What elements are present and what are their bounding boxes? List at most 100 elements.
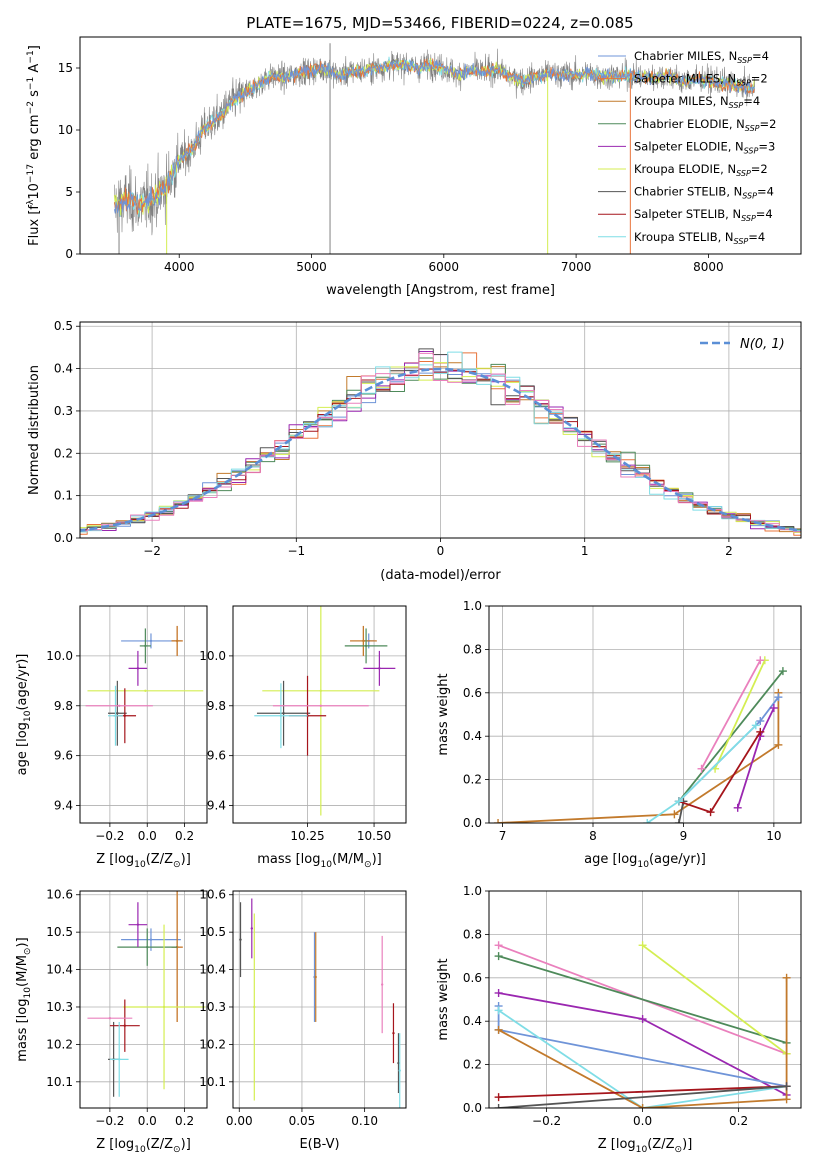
- legend-entry: Chabrier MILES, NSSP=4: [634, 49, 769, 65]
- y-axis-label-part: (age/yr)]: [15, 654, 30, 711]
- y-tick-label: 0.4: [463, 729, 482, 743]
- data-point: [118, 1058, 121, 1061]
- x-axis-label-part: 10: [134, 1145, 146, 1155]
- x-axis-label-part: ⊙: [364, 860, 372, 870]
- y-tick-label: 0.8: [463, 927, 482, 941]
- legend-entry-text: =4: [752, 49, 769, 63]
- y-axis-label-part: −17: [26, 164, 36, 183]
- data-point: [108, 1017, 112, 1020]
- x-tick-label: 10: [766, 829, 781, 843]
- normal-curve: [80, 367, 801, 532]
- plot-area: [489, 606, 801, 823]
- y-axis-label: mass weight: [436, 673, 451, 755]
- data-point: [319, 689, 323, 693]
- x-axis-label-part: (Z/Z: [647, 1137, 674, 1152]
- chart-age-vs-mass: 10.25 10.50 9.4 9.6 9.8 10.0 mass [log10(M/M⊙)…: [199, 605, 407, 870]
- legend-entry-text: Salpeter ELODIE, N: [634, 139, 744, 153]
- plot-area: [489, 891, 801, 1108]
- y-tick-label: 9.4: [54, 799, 73, 813]
- y-axis-label-part: (M/M: [15, 955, 30, 987]
- legend-entry-text: Chabrier STELIB, N: [634, 185, 742, 199]
- y-tick-label: 10.4: [46, 963, 73, 977]
- chart-age-vs-Z: −0.2 0.0 0.29.49.69.810.0Z [log10(Z/Z⊙)]ag…: [15, 605, 208, 870]
- x-tick-label: 4000: [164, 260, 195, 274]
- x-axis-label-part: mass [log: [257, 852, 320, 867]
- y-tick-label: 10.0: [199, 649, 226, 663]
- x-tick-label: 0.0: [633, 1114, 652, 1128]
- y-tick-label: 1.0: [463, 599, 482, 613]
- data-point: [378, 667, 381, 670]
- histogram-step: [80, 352, 801, 533]
- x-tick-label: −0.2: [95, 1114, 124, 1128]
- y-axis-label-part: 10: [23, 987, 33, 999]
- x-tick-label: 0.2: [175, 1114, 194, 1128]
- legend-entry: Chabrier ELODIE, NSSP=2: [634, 117, 776, 133]
- y-axis-label-part: A: [27, 64, 42, 77]
- y-tick-label: 0.2: [54, 446, 73, 460]
- x-axis-label-part: 10: [320, 860, 332, 870]
- x-tick-label: 0.05: [289, 1114, 316, 1128]
- data-point: [362, 639, 365, 643]
- x-axis-label: Z [log10(Z/Z⊙)]: [96, 1137, 191, 1155]
- data-point: [250, 927, 254, 930]
- x-axis-label-part: ⊙: [173, 860, 181, 870]
- x-tick-label: 10.50: [357, 829, 391, 843]
- data-point: [123, 1024, 127, 1027]
- y-axis-label-part: Flux [f: [27, 205, 42, 246]
- x-tick-label: 2: [725, 544, 733, 558]
- series-line: [678, 801, 685, 823]
- chart-residuals: −2 −1 0 1 2 0.0 0.1 0.2 0.3 0.4 0.5 (data-model)/er…: [27, 319, 802, 583]
- axes-frame: [488, 605, 802, 824]
- legend-entry: Salpeter MILES, NSSP=2: [634, 72, 768, 88]
- chart-spectrum: 4000 5000 6000 7000 8000 0 5 10 15 wavelength [An…: [26, 36, 802, 298]
- data-point: [123, 714, 127, 717]
- series-line: [700, 659, 762, 770]
- data-point: [380, 983, 384, 986]
- y-axis-label-part: −2: [26, 101, 36, 114]
- data-point: [116, 712, 119, 715]
- data-point: [392, 1031, 395, 1035]
- x-tick-label: 10.25: [290, 829, 324, 843]
- y-axis-label-part: ]: [27, 45, 42, 50]
- axes-frame: [79, 890, 208, 1109]
- x-tick-label: 7000: [561, 260, 592, 274]
- y-axis-label: Flux [fλ10−17 erg cm−2 s−1 A−1]: [26, 45, 42, 246]
- y-tick-label: 10.1: [46, 1075, 73, 1089]
- axes-frame: [79, 605, 208, 824]
- y-tick-label: 9.8: [54, 699, 73, 713]
- legend-entry: Kroupa MILES, NSSP=4: [634, 94, 760, 110]
- x-tick-label: 0.2: [175, 829, 194, 843]
- x-tick-label: 9: [680, 829, 688, 843]
- y-tick-label: 0.0: [463, 1101, 482, 1115]
- legend-entry-text: =2: [751, 162, 768, 176]
- y-tick-label: 10.4: [199, 963, 226, 977]
- x-tick-label: −0.2: [532, 1114, 561, 1128]
- y-tick-label: 0.6: [463, 686, 482, 700]
- legend-entry-subscript: SSP: [744, 146, 759, 155]
- y-tick-label: 10.5: [199, 925, 226, 939]
- data-point: [149, 639, 153, 643]
- data-point: [239, 938, 242, 941]
- data-point: [144, 689, 147, 693]
- x-tick-label: 1: [581, 544, 589, 558]
- y-axis-label-part: erg cm: [27, 114, 42, 163]
- legend-entry-text: Chabrier MILES, N: [634, 49, 737, 63]
- x-tick-label: 6000: [429, 260, 460, 274]
- legend-entry-subscript: SSP: [734, 237, 749, 246]
- data-point: [314, 975, 317, 979]
- legend-entry: Kroupa STELIB, NSSP=4: [634, 230, 765, 246]
- y-tick-label: 9.6: [54, 749, 73, 763]
- legend-entry-text: Kroupa STELIB, N: [634, 230, 734, 244]
- y-tick-label: 10.3: [46, 1000, 73, 1014]
- y-axis-label: mass weight: [436, 958, 451, 1040]
- x-axis-label: age [log10(age/yr)]: [584, 852, 706, 870]
- y-tick-label: 10: [58, 123, 73, 137]
- y-axis-label-part: −1: [26, 77, 36, 90]
- chart-mass-vs-Z: −0.2 0.0 0.2 10.1 10.2 10.3 10.4 10.5 10.6 Z [log…: [15, 888, 208, 1155]
- y-tick-label: 0.5: [54, 319, 73, 333]
- x-tick-label: 5000: [296, 260, 327, 274]
- x-axis-label-part: )]: [181, 852, 191, 867]
